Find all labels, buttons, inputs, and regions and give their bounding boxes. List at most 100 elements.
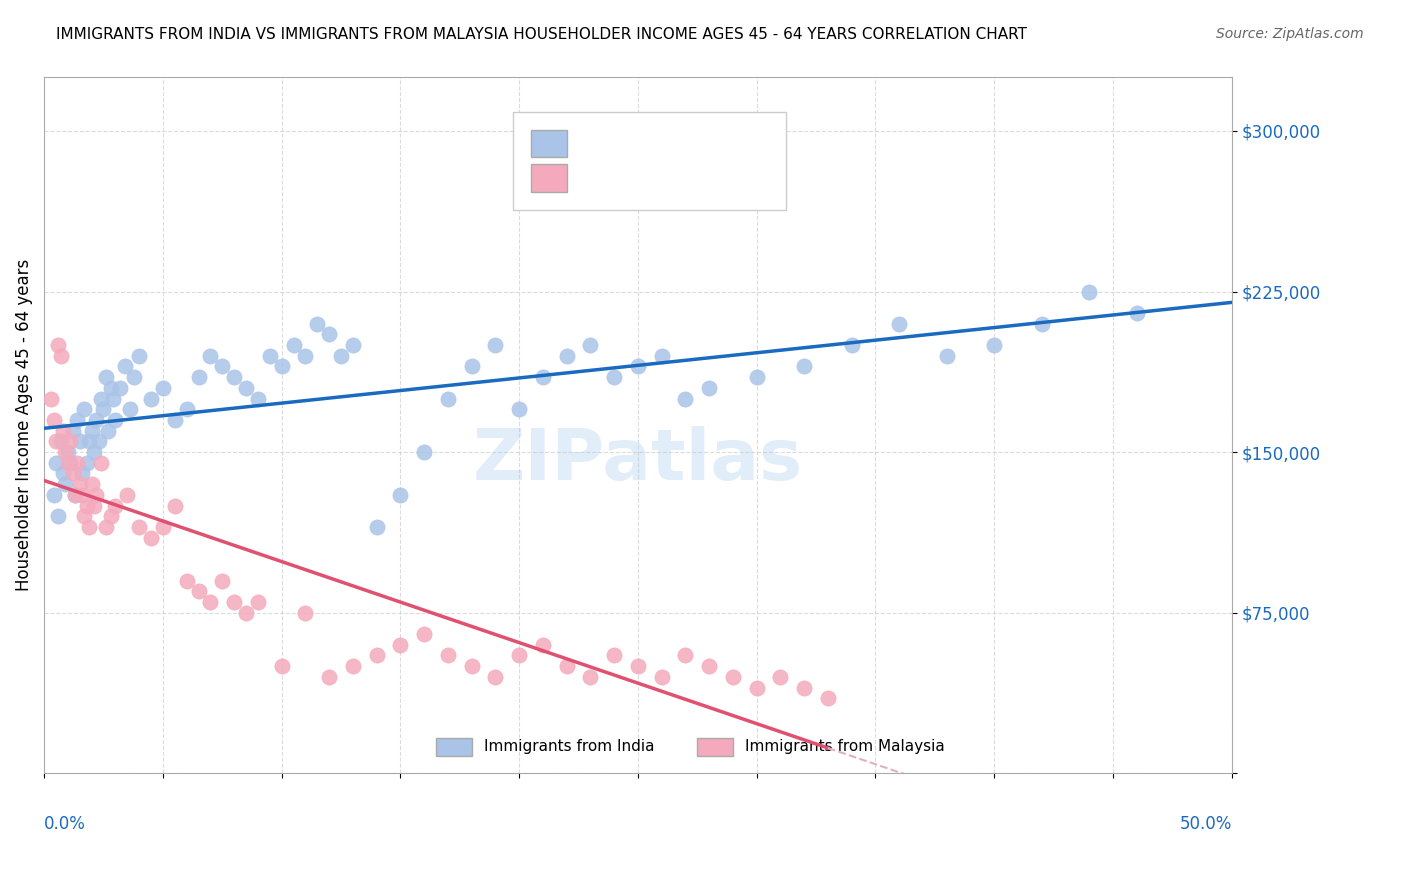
Point <box>80 424 103 438</box>
Text: IMMIGRANTS FROM INDIA VS IMMIGRANTS FROM MALAYSIA HOUSEHOLDER INCOME AGES 45 - 6: IMMIGRANTS FROM INDIA VS IMMIGRANTS FROM… <box>56 27 1028 42</box>
Point <box>437 392 460 406</box>
Point <box>555 349 578 363</box>
Point <box>117 488 139 502</box>
Point <box>42 488 65 502</box>
Point <box>283 338 305 352</box>
Point <box>128 349 150 363</box>
Y-axis label: Householder Income Ages 45 - 64 years: Householder Income Ages 45 - 64 years <box>15 260 32 591</box>
Point <box>246 595 269 609</box>
Point <box>1031 317 1053 331</box>
Text: 50.0%: 50.0% <box>1180 815 1232 833</box>
Text: -0.220: -0.220 <box>623 171 671 186</box>
Point <box>437 648 460 663</box>
Point <box>460 659 482 673</box>
Point <box>200 595 222 609</box>
Point <box>259 349 281 363</box>
Point <box>76 499 98 513</box>
Point <box>139 392 162 406</box>
Point <box>793 681 815 695</box>
Point <box>48 338 70 352</box>
Point <box>49 434 72 449</box>
Point <box>200 349 222 363</box>
Point <box>187 370 209 384</box>
Point <box>555 659 578 673</box>
Point <box>87 434 110 449</box>
Point <box>294 349 316 363</box>
Point <box>224 595 246 609</box>
Point <box>673 392 696 406</box>
Point <box>69 434 91 449</box>
Point <box>270 359 292 374</box>
Point <box>104 413 127 427</box>
Point <box>62 424 84 438</box>
Text: N = 60: N = 60 <box>679 171 733 186</box>
Point <box>318 670 340 684</box>
Point <box>101 392 124 406</box>
Point <box>56 445 79 459</box>
Point <box>52 424 75 438</box>
FancyBboxPatch shape <box>531 129 567 158</box>
FancyBboxPatch shape <box>531 164 567 193</box>
Text: ZIPatlas: ZIPatlas <box>472 425 803 494</box>
Point <box>579 338 602 352</box>
Point <box>651 670 673 684</box>
Point <box>77 520 100 534</box>
Point <box>531 370 554 384</box>
Point <box>86 488 108 502</box>
Point <box>90 456 112 470</box>
Point <box>270 659 292 673</box>
Point <box>114 359 136 374</box>
Point <box>342 659 364 673</box>
Point <box>62 467 84 481</box>
Text: R =: R = <box>585 136 613 151</box>
Point <box>235 606 257 620</box>
Point <box>697 381 720 395</box>
Point <box>128 520 150 534</box>
Point <box>211 359 233 374</box>
Point <box>389 638 412 652</box>
Point <box>603 648 626 663</box>
Point <box>366 520 388 534</box>
Point <box>330 349 353 363</box>
Point <box>94 370 117 384</box>
Point <box>673 648 696 663</box>
Point <box>224 370 246 384</box>
Point <box>59 456 82 470</box>
Point <box>413 627 436 641</box>
Point <box>63 488 86 502</box>
Point <box>66 413 89 427</box>
Point <box>48 509 70 524</box>
Point <box>49 349 72 363</box>
Point <box>118 402 141 417</box>
Text: Immigrants from Malaysia: Immigrants from Malaysia <box>745 739 945 755</box>
Point <box>76 456 98 470</box>
Point <box>124 370 146 384</box>
Point <box>86 413 108 427</box>
Point <box>817 691 839 706</box>
Point <box>83 445 105 459</box>
Point <box>104 499 127 513</box>
Point <box>100 381 122 395</box>
FancyBboxPatch shape <box>697 739 733 756</box>
Point <box>97 424 120 438</box>
Point <box>55 445 77 459</box>
Point <box>152 381 174 395</box>
Point <box>100 509 122 524</box>
Point <box>651 349 673 363</box>
Point <box>769 670 792 684</box>
Point <box>484 338 506 352</box>
Point <box>66 456 89 470</box>
FancyBboxPatch shape <box>513 112 786 210</box>
Point <box>721 670 744 684</box>
Point <box>318 327 340 342</box>
Point <box>90 392 112 406</box>
Point <box>841 338 863 352</box>
Point <box>77 434 100 449</box>
Point <box>342 338 364 352</box>
Point <box>42 413 65 427</box>
Point <box>45 456 67 470</box>
Text: N = 117: N = 117 <box>679 136 742 151</box>
Text: 0.0%: 0.0% <box>44 815 86 833</box>
Text: Immigrants from India: Immigrants from India <box>484 739 654 755</box>
Point <box>69 477 91 491</box>
